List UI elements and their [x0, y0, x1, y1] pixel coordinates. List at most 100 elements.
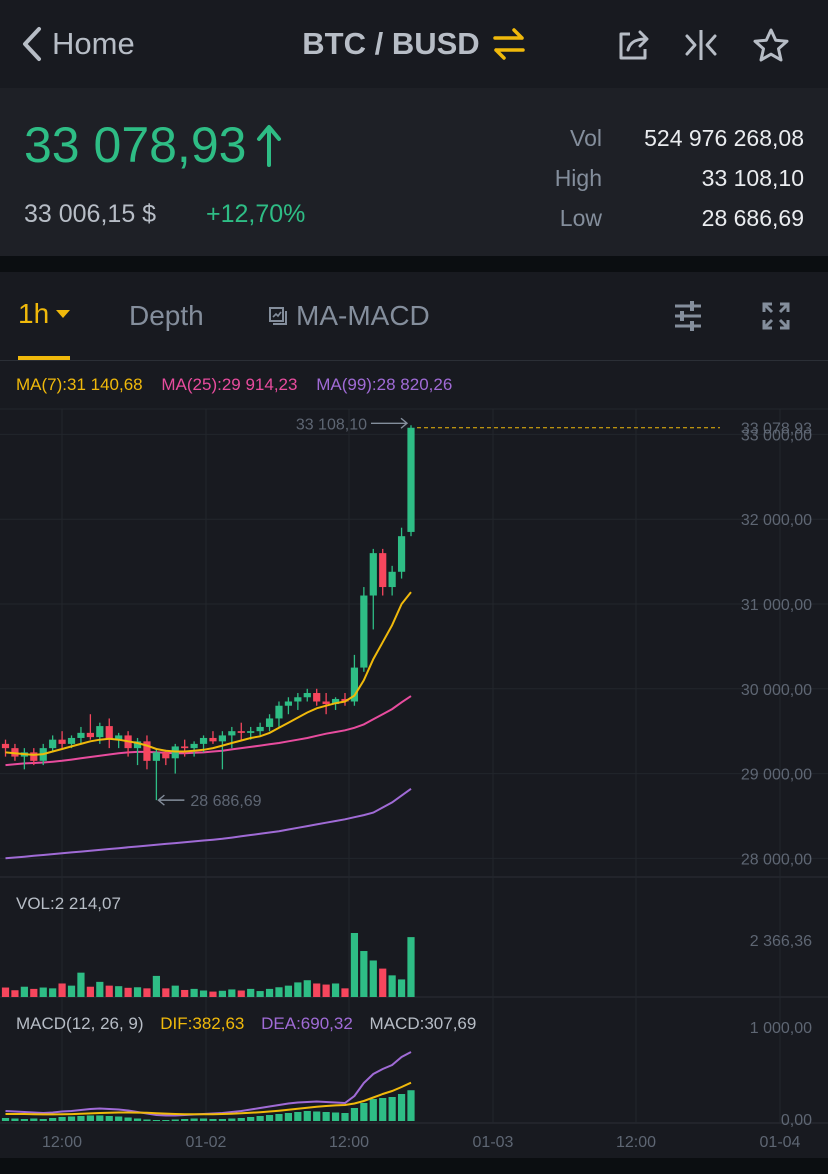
high-marker-arrow — [371, 417, 409, 429]
tab-indicator[interactable]: MA-MACD — [268, 300, 430, 332]
candle-body — [105, 726, 113, 740]
volume-bar — [30, 988, 38, 997]
macd-histogram-bar — [199, 1118, 208, 1121]
macd-histogram-bar — [124, 1117, 132, 1121]
high-value: 33 108,10 — [701, 164, 804, 191]
volume-bar — [11, 990, 19, 997]
macd-histogram-bar — [341, 1113, 349, 1121]
last-price: 33 078,93 — [24, 117, 247, 173]
macd-axis-top: 1 000,00 — [750, 1020, 812, 1037]
candle-body — [331, 698, 340, 705]
price-axis-label: 30 000,00 — [741, 682, 812, 699]
candle-body — [49, 739, 57, 749]
chart-settings-icon[interactable] — [673, 300, 703, 332]
macd-histogram-bar — [294, 1112, 302, 1121]
candle-body — [350, 667, 359, 702]
macd-histogram-bar — [190, 1118, 198, 1121]
header-actions — [616, 24, 790, 66]
volume-bar — [256, 991, 264, 997]
fullscreen-icon[interactable] — [762, 302, 790, 330]
candle-body — [115, 735, 123, 740]
volume-bar — [105, 985, 113, 997]
arrow-up-icon — [257, 125, 282, 167]
macd-histogram-bar — [322, 1112, 330, 1121]
volume-bar — [247, 988, 255, 997]
candle-body — [162, 752, 170, 759]
volume-bar — [388, 975, 396, 997]
chevron-left-icon — [23, 27, 41, 61]
stat-low: Low 28 686,69 — [532, 198, 804, 238]
volume-bar — [67, 985, 76, 997]
price-axis-label: 28 000,00 — [741, 851, 812, 868]
macd-histogram-bar — [388, 1097, 396, 1121]
ma99-line — [5, 787, 412, 860]
candle-body — [379, 553, 387, 588]
macd-histogram-bar — [105, 1116, 113, 1121]
chart-tabs: 1h Depth MA-MACD — [0, 272, 828, 361]
change-percent: +12,70% — [206, 200, 306, 228]
candle-body — [275, 705, 283, 719]
time-axis-label: 01-03 — [473, 1134, 514, 1151]
volume-bar — [77, 972, 85, 997]
ticker-stats: Vol 524 976 268,08 High 33 108,10 Low 28… — [532, 118, 804, 238]
macd-histogram-bar — [171, 1119, 179, 1121]
pair-title[interactable]: BTC / BUSD — [302, 26, 480, 61]
macd-histogram-bar — [96, 1115, 104, 1121]
volume-bar — [96, 981, 104, 997]
macd-histogram-bar — [11, 1118, 19, 1121]
favorite-star-icon[interactable] — [752, 27, 790, 63]
candle-body — [265, 718, 274, 727]
swap-arrows-icon[interactable] — [492, 27, 526, 61]
candle-body — [313, 693, 321, 702]
macd-axis-bottom: 0,00 — [781, 1112, 812, 1129]
volume-bar — [397, 979, 406, 997]
macd-histogram-bar — [20, 1119, 28, 1121]
dif-legend: DIF:382,63 — [160, 1014, 245, 1033]
kline-chart[interactable]: 33 000,00 32 000,00 31 000,00 30 000,00 29 0… — [0, 361, 828, 1174]
chart-canvas[interactable]: 33 000,00 32 000,00 31 000,00 30 000,00 29 0… — [0, 361, 828, 1158]
candle-body — [247, 731, 255, 733]
caret-down-icon — [56, 310, 71, 318]
top-navigation-bar: Home BTC / BUSD — [0, 0, 828, 88]
bottom-divider — [0, 1158, 828, 1174]
volume-bar — [124, 987, 132, 997]
volume-bar — [209, 991, 217, 997]
volume-bar — [350, 933, 359, 997]
volume-bar — [379, 968, 387, 997]
back-button[interactable]: Home — [22, 22, 135, 66]
dea-line — [5, 1081, 412, 1116]
interval-dropdown[interactable]: 1h — [18, 298, 71, 330]
volume-bar — [228, 989, 236, 997]
macd-histogram-bar — [39, 1119, 47, 1121]
volume-bar — [284, 985, 293, 997]
share-icon[interactable] — [616, 28, 650, 62]
ma-legend: MA(7):31 140,68 MA(25):29 914,23 MA(99):… — [16, 375, 466, 395]
section-divider — [0, 256, 828, 272]
volume-bar — [190, 988, 198, 997]
volume-bar — [162, 988, 170, 997]
volume-bar — [407, 937, 415, 997]
volume-bar — [143, 988, 151, 997]
volume-bar — [199, 990, 208, 997]
stat-high: High 33 108,10 — [532, 158, 804, 198]
candle-body — [322, 701, 330, 705]
macd-histogram-bar — [379, 1098, 387, 1121]
price-axis-label: 31 000,00 — [741, 597, 812, 614]
candle-body — [143, 741, 151, 761]
high-label: High — [554, 164, 602, 191]
compare-icon[interactable] — [683, 28, 719, 62]
macd-value-legend: MACD:307,69 — [369, 1014, 477, 1033]
dea-legend: DEA:690,32 — [261, 1014, 353, 1033]
candle-body — [199, 737, 208, 744]
candle-body — [152, 752, 160, 761]
back-label: Home — [52, 26, 135, 61]
macd-histogram-bar — [407, 1090, 415, 1121]
tab-depth[interactable]: Depth — [129, 300, 204, 331]
candle-body — [228, 731, 236, 736]
volume-bar — [133, 987, 142, 997]
macd-histogram-bar — [152, 1120, 160, 1121]
last-price-axis-label: 33 078,93 — [741, 421, 812, 438]
macd-histogram-bar — [133, 1118, 142, 1121]
active-tab-underline — [18, 356, 70, 360]
macd-histogram-bar — [209, 1119, 217, 1121]
